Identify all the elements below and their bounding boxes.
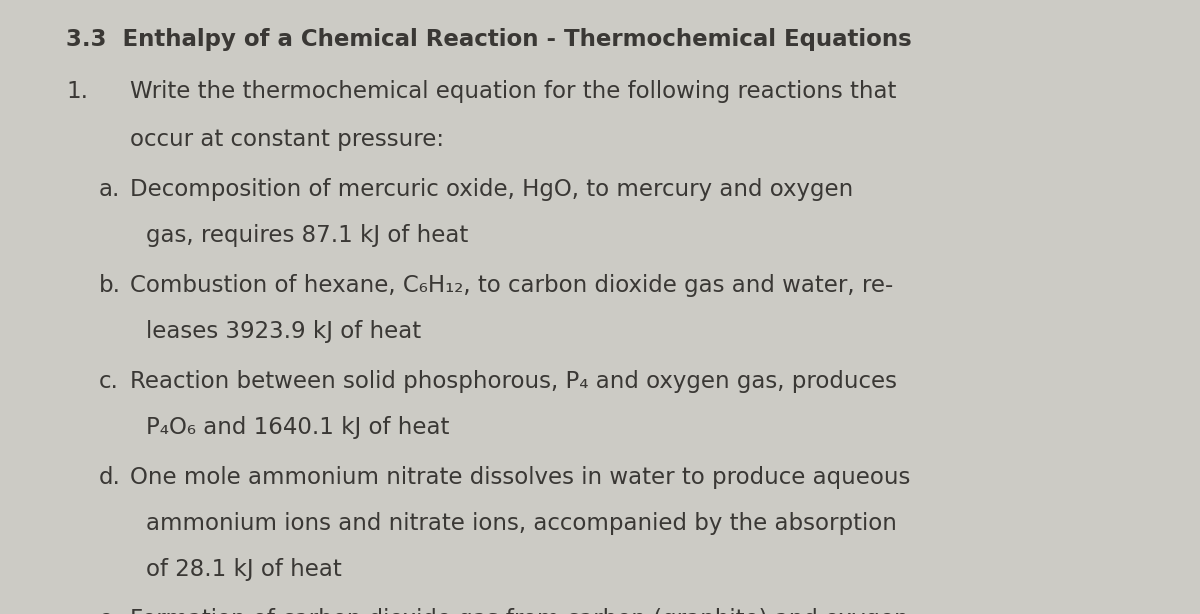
Text: a.: a.	[98, 177, 120, 201]
Text: leases 3923.9 kJ of heat: leases 3923.9 kJ of heat	[146, 320, 421, 343]
Text: c.: c.	[98, 370, 119, 393]
Text: Reaction between solid phosphorous, P₄ and oxygen gas, produces: Reaction between solid phosphorous, P₄ a…	[130, 370, 896, 393]
Text: Combustion of hexane, C₆H₁₂, to carbon dioxide gas and water, re-: Combustion of hexane, C₆H₁₂, to carbon d…	[130, 274, 893, 297]
Text: occur at constant pressure:: occur at constant pressure:	[130, 128, 444, 151]
Text: P₄O₆ and 1640.1 kJ of heat: P₄O₆ and 1640.1 kJ of heat	[146, 416, 450, 439]
Text: b.: b.	[98, 274, 120, 297]
Text: d.: d.	[98, 466, 120, 489]
Text: gas, requires 87.1 kJ of heat: gas, requires 87.1 kJ of heat	[146, 224, 469, 247]
Text: 3.3  Enthalpy of a Chemical Reaction - Thermochemical Equations: 3.3 Enthalpy of a Chemical Reaction - Th…	[66, 28, 912, 50]
Text: Write the thermochemical equation for the following reactions that: Write the thermochemical equation for th…	[130, 80, 896, 103]
Text: ammonium ions and nitrate ions, accompanied by the absorption: ammonium ions and nitrate ions, accompan…	[146, 512, 898, 535]
Text: 1.: 1.	[66, 80, 88, 103]
Text: Formation of carbon dioxide gas from carbon (graphite) and oxygen,: Formation of carbon dioxide gas from car…	[130, 608, 916, 614]
Text: One mole ammonium nitrate dissolves in water to produce aqueous: One mole ammonium nitrate dissolves in w…	[130, 466, 910, 489]
Text: e.: e.	[98, 608, 120, 614]
Text: of 28.1 kJ of heat: of 28.1 kJ of heat	[146, 559, 342, 581]
Text: Decomposition of mercuric oxide, HgO, to mercury and oxygen: Decomposition of mercuric oxide, HgO, to…	[130, 177, 853, 201]
